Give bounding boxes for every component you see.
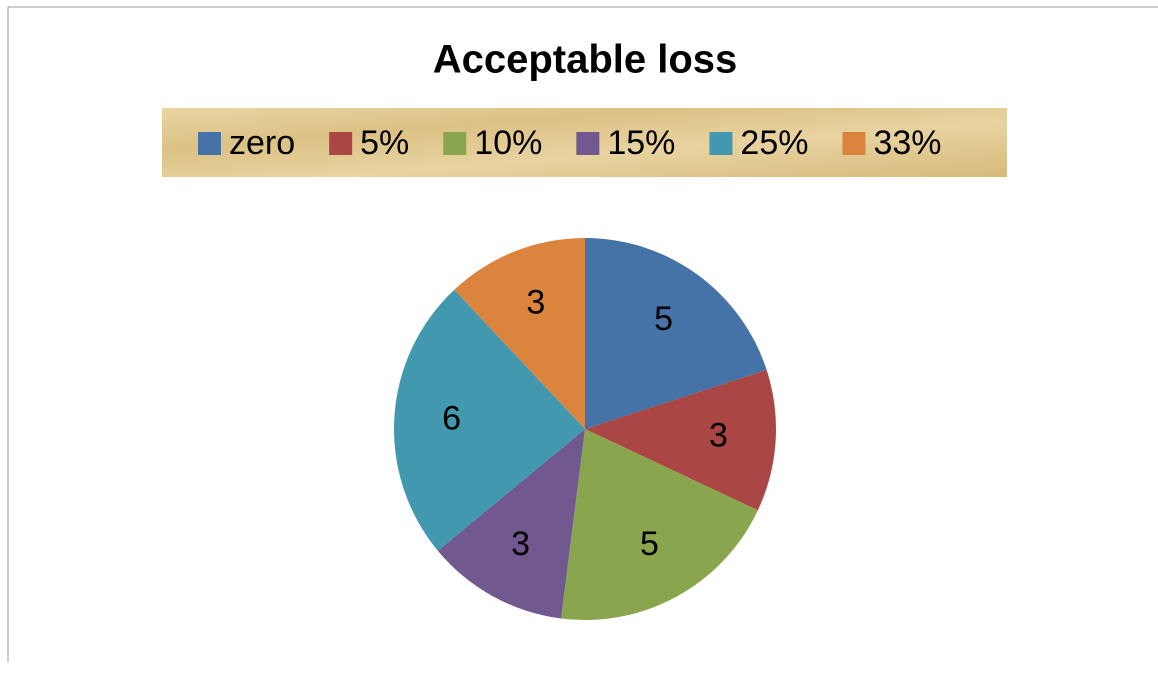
legend-swatch	[329, 132, 353, 155]
legend-label: 5%	[360, 124, 409, 162]
pie-slice	[585, 369, 776, 511]
data-label: 5	[640, 525, 659, 563]
legend-swatch	[709, 132, 733, 155]
legend-label: 15%	[607, 124, 675, 162]
chart-title: Acceptable loss	[433, 38, 738, 82]
legend-swatch	[842, 132, 866, 155]
legend-label: 33%	[873, 124, 941, 162]
legend-label: zero	[229, 124, 295, 162]
legend: zero 5% 10% 15% 25% 33%	[198, 124, 942, 162]
data-label: 3	[526, 284, 545, 322]
pie-slice	[394, 289, 585, 551]
legend-label: 25%	[740, 124, 808, 162]
data-label: 5	[654, 300, 673, 338]
data-label: 3	[511, 525, 530, 563]
legend-swatch	[198, 132, 221, 155]
legend-label: 10%	[474, 124, 542, 162]
legend-swatch	[576, 132, 600, 155]
legend-swatch	[443, 132, 467, 155]
pie-slice	[454, 237, 585, 429]
data-label: 3	[709, 416, 728, 454]
data-label: 6	[442, 400, 461, 438]
pie-slice	[561, 429, 758, 620]
pie-slice	[585, 238, 767, 429]
pie-slice	[437, 429, 585, 619]
